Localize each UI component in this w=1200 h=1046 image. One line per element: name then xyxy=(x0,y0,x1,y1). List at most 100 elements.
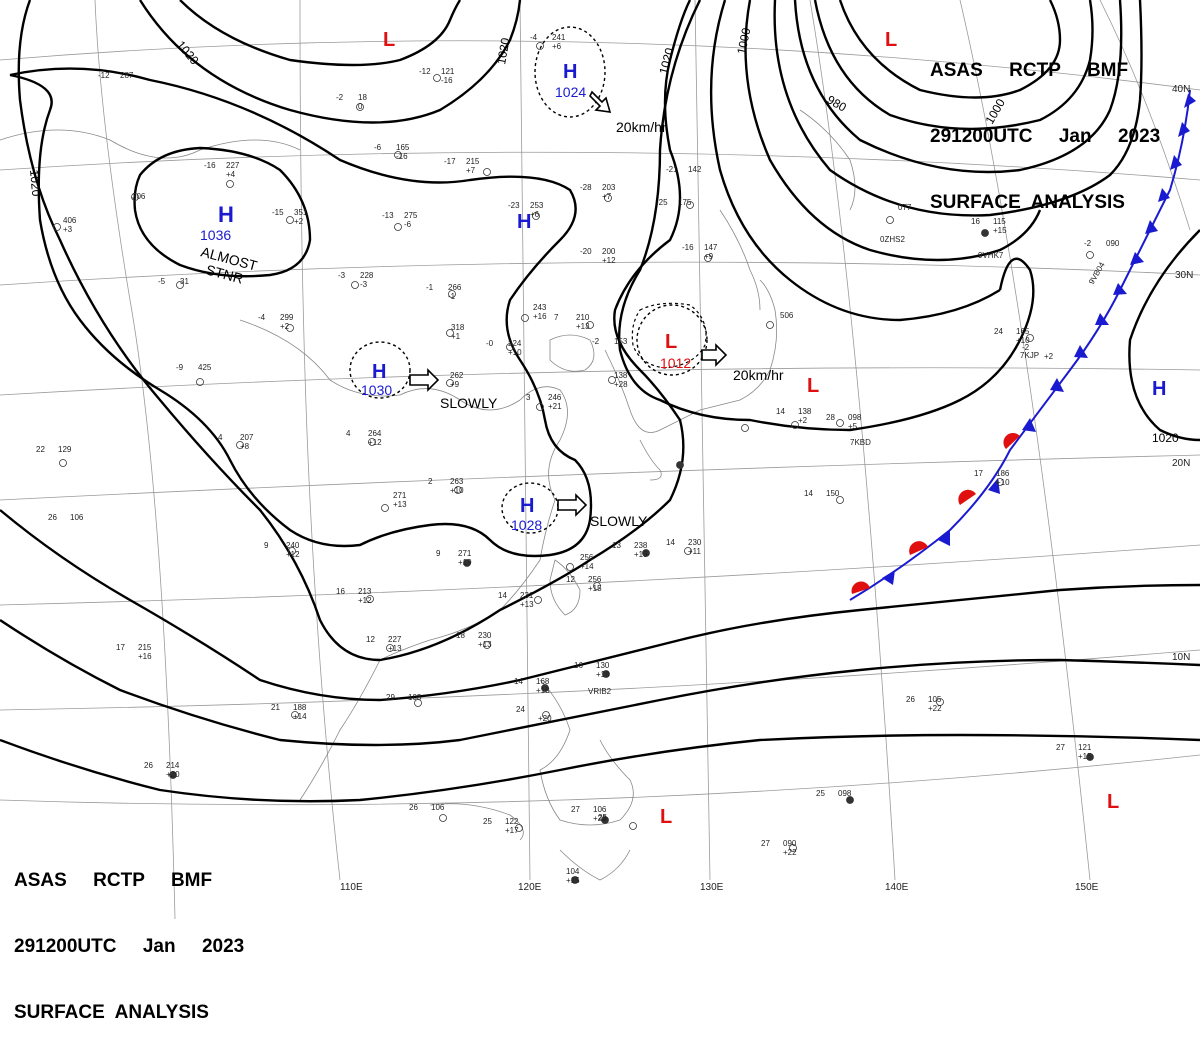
station-pressure: 175 xyxy=(678,198,692,207)
station-temperature: -0 xyxy=(486,339,494,348)
station-temperature: 27 xyxy=(761,839,770,848)
station-tendency: +19 xyxy=(458,558,472,567)
low-center: L xyxy=(807,375,819,397)
station-temperature: 14 xyxy=(804,489,813,498)
station-temperature: 4 xyxy=(218,433,223,442)
station-pressure: 147 xyxy=(704,243,718,252)
station-temperature: -13 xyxy=(382,211,394,220)
station-temperature: 26 xyxy=(48,513,57,522)
station-temperature: 25 xyxy=(483,817,492,826)
station-pressure: 106 xyxy=(431,803,445,812)
station-tendency: +20 xyxy=(166,770,180,779)
station-pressure: 306 xyxy=(132,192,146,201)
station-pressure: 165 xyxy=(1016,327,1030,336)
chart-header-bottom-left: ASAS RCTP BMF 291200UTC Jan 2023 SURFACE… xyxy=(14,826,244,1046)
header-line-1: ASAS RCTP BMF xyxy=(930,60,1129,81)
station-pressure: 098 xyxy=(838,789,852,798)
station-temperature: 3 xyxy=(526,393,531,402)
station-tendency: +28 xyxy=(614,380,628,389)
lon-label: 110E xyxy=(340,882,363,893)
station-pressure: 188 xyxy=(293,703,307,712)
station-tendency: +9 xyxy=(450,380,460,389)
station-pressure: 090 xyxy=(783,839,797,848)
station-tendency: +12 xyxy=(602,256,616,265)
station-tendency: +13 xyxy=(478,640,492,649)
low-pressure: 1012 xyxy=(660,355,691,371)
station-pressure: 106 xyxy=(70,513,84,522)
station-temperature: 26 xyxy=(906,695,915,704)
station-temperature: 27 xyxy=(571,805,580,814)
station-pressure: 275 xyxy=(404,211,418,220)
station-temperature: 28 xyxy=(826,413,835,422)
station-tendency: +19 xyxy=(634,550,648,559)
station-tendency: +22 xyxy=(593,814,607,823)
station-temperature: 24 xyxy=(516,705,525,714)
station-pressure: 090 xyxy=(1106,239,1120,248)
station-tendency: +14 xyxy=(293,712,307,721)
station-temperature: 17 xyxy=(116,643,125,652)
station-tendency: +16 xyxy=(138,652,152,661)
lat-label: 30N xyxy=(1175,270,1193,281)
station-tendency: +12 xyxy=(368,438,382,447)
station-pressure: 103 xyxy=(408,693,422,702)
station-temperature: 27 xyxy=(1056,743,1065,752)
longitude-labels: 110E 120E 130E 140E 150E xyxy=(340,882,1099,893)
isobar-label: 1020 xyxy=(494,36,512,65)
speed-label: 20km/hr xyxy=(733,367,784,383)
station-temperature: -23 xyxy=(508,201,520,210)
station-pressure: 142 xyxy=(688,165,702,174)
lon-label: 140E xyxy=(885,882,909,893)
station-tendency: +14 xyxy=(580,562,594,571)
header-line-1: ASAS RCTP BMF xyxy=(14,870,213,891)
station-tendency: -3 xyxy=(360,280,368,289)
station-temperature: 29 xyxy=(386,693,395,702)
station-pressure: 111 xyxy=(8,0,21,2)
station-tendency: +13 xyxy=(388,644,402,653)
station-tendency: +5 xyxy=(848,422,858,431)
station-temperature: -16 xyxy=(682,243,694,252)
station-tendency: +10 xyxy=(996,478,1010,487)
station-plot-text: -4 241+6-12 287 -12 121-16-2 180-6 165-16-16 22… xyxy=(8,0,1120,885)
latitude-labels: 40N 30N 20N 10N xyxy=(1172,84,1193,663)
station-tendency: -1 xyxy=(448,292,456,301)
station-temperature: -20 xyxy=(580,247,592,256)
station-pressure: 264 xyxy=(368,429,382,438)
station-pressure: 351 xyxy=(294,208,308,217)
station-tendency: +13 xyxy=(393,500,407,509)
station-temperature: 12 xyxy=(366,635,375,644)
station-temperature: -1 xyxy=(426,283,434,292)
station-tendency: +10 xyxy=(450,486,464,495)
low-center: L xyxy=(660,806,672,828)
warm-front-pips xyxy=(851,432,1020,594)
station-tendency: +9 xyxy=(704,252,714,261)
station-temperature: -15 xyxy=(272,208,284,217)
lat-label: 20N xyxy=(1172,458,1190,469)
station-temperature: -3 xyxy=(338,271,346,280)
station-temperature: 2 xyxy=(428,477,433,486)
station-pressure: 129 xyxy=(58,445,72,454)
station-temperature: 16 xyxy=(574,661,583,670)
station-temperature: 14 xyxy=(666,538,675,547)
station-pressure: 214 xyxy=(166,761,180,770)
station-tendency: +15 xyxy=(588,584,602,593)
station-temperature: -17 xyxy=(444,157,456,166)
station-pressure: 425 xyxy=(198,363,212,372)
station-tendency: +2 xyxy=(1044,352,1054,361)
station-temperature: -6 xyxy=(374,143,382,152)
station-pressure: 238 xyxy=(634,541,648,550)
station-pressure: 224 xyxy=(508,339,522,348)
station-tendency: +6 xyxy=(530,210,540,219)
header-line-3: SURFACE ANALYSIS xyxy=(14,1002,209,1023)
station-temperature: 16 xyxy=(971,217,980,226)
station-temperature: -9 xyxy=(176,363,184,372)
station-temperature: 26 xyxy=(409,803,418,812)
station-pressure: 263 xyxy=(450,477,464,486)
isobar-label: 1000 xyxy=(734,26,753,55)
ship-id: 7KBD xyxy=(850,438,871,447)
station-tendency: +6 xyxy=(552,42,562,51)
station-pressure: 105 xyxy=(928,695,942,704)
station-pressure: 240 xyxy=(286,541,300,550)
station-pressure: 200 xyxy=(602,247,616,256)
station-temperature: -12 xyxy=(419,67,431,76)
station-tendency: +7 xyxy=(602,192,612,201)
